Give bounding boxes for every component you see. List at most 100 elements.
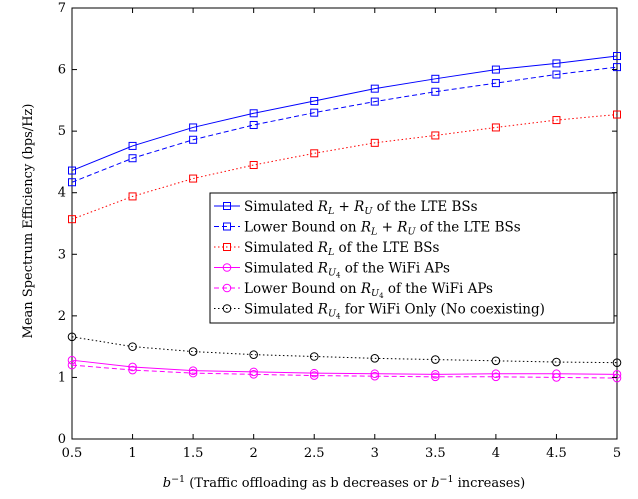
data-point <box>67 332 77 342</box>
data-point <box>370 138 379 147</box>
x-tick-label: 3 <box>371 446 379 461</box>
data-point <box>491 79 500 88</box>
data-point <box>188 366 198 375</box>
y-tick-label: 2 <box>58 309 66 324</box>
data-point <box>552 116 561 125</box>
data-point <box>613 63 621 72</box>
data-point <box>68 166 76 175</box>
data-point <box>370 369 380 379</box>
data-point <box>309 371 319 380</box>
y-tick-label: 7 <box>58 1 66 16</box>
series-line <box>71 66 618 183</box>
data-point <box>431 74 440 83</box>
legend-box <box>209 192 615 324</box>
data-point <box>128 365 137 375</box>
data-point <box>612 358 622 367</box>
legend-entry: Lower Bound on RU4​ of the WiFi APs <box>214 281 493 300</box>
x-tick-label: 3.5 <box>425 446 446 461</box>
data-point <box>128 141 137 150</box>
data-point <box>431 355 440 364</box>
legend-swatch-marker <box>223 202 231 210</box>
x-tick-label: 1.5 <box>183 446 204 461</box>
legend-swatch-marker <box>223 222 231 231</box>
legend-swatch-marker <box>223 243 231 251</box>
data-point <box>552 59 561 68</box>
data-point <box>310 149 319 158</box>
data-point <box>370 354 380 363</box>
series-line <box>71 336 618 364</box>
x-tick-label: 4.5 <box>546 446 567 461</box>
data-point <box>189 174 198 183</box>
data-point <box>552 357 561 367</box>
data-point <box>67 355 77 365</box>
series-line <box>71 364 618 379</box>
x-tick-label: 0.5 <box>62 446 83 461</box>
data-point <box>189 135 198 144</box>
y-tick-label: 6 <box>58 63 66 78</box>
data-point <box>249 350 258 359</box>
data-point <box>613 110 621 119</box>
data-point <box>491 65 500 74</box>
data-point <box>491 372 501 382</box>
data-point <box>431 131 440 140</box>
data-point <box>370 97 379 106</box>
plot-area <box>67 7 622 440</box>
legend-label: Lower Bound on RU4​ of the WiFi APs <box>244 281 493 300</box>
data-point <box>309 352 319 361</box>
legend-swatch-marker <box>222 283 232 293</box>
x-tick-label: 1 <box>128 446 136 461</box>
series-5 <box>67 360 622 383</box>
y-tick-label: 4 <box>58 186 66 201</box>
x-axis: 0.5 1 1.5 2 2.5 3 3.5 4 4.5 5 <box>62 8 621 461</box>
legend-entry: Simulated RU4​ for WiFi Only (No coexist… <box>214 302 545 321</box>
series-1 <box>68 52 621 175</box>
data-point <box>370 84 379 93</box>
data-point <box>612 370 622 379</box>
data-point <box>310 108 319 117</box>
data-point <box>128 342 137 351</box>
data-point <box>188 347 198 356</box>
y-tick-label: 5 <box>58 124 66 139</box>
data-point <box>128 362 137 372</box>
y-axis: 0 1 2 3 4 5 6 7 <box>58 1 617 447</box>
y-axis-label: Mean Spectrum Efficiency (bps/Hz) <box>21 104 36 339</box>
series-6 <box>67 332 622 367</box>
legend-entry: Simulated RU4​ of the WiFi APs <box>214 261 450 280</box>
x-tick-label: 2.5 <box>304 446 325 461</box>
plot-frame <box>71 7 618 440</box>
data-point <box>188 368 198 378</box>
legend-label: Lower Bound on RL​ + RU​ of the LTE BSs <box>244 220 521 238</box>
data-point <box>370 371 380 381</box>
x-tick-label: 2 <box>250 446 258 461</box>
legend: Simulated RL​ + RU​ of the LTE BSs Lower … <box>209 192 615 324</box>
data-point <box>612 373 622 383</box>
legend-label: Simulated RU4​ for WiFi Only (No coexist… <box>244 302 545 321</box>
y-tick-label: 0 <box>58 432 66 447</box>
data-point <box>68 178 76 187</box>
data-point <box>189 123 198 132</box>
x-tick-label: 5 <box>613 446 621 461</box>
data-point <box>491 356 501 366</box>
data-point <box>552 373 561 382</box>
data-point <box>249 120 258 129</box>
data-point <box>128 192 137 201</box>
data-point <box>431 372 440 382</box>
x-tick-label: 4 <box>492 446 500 461</box>
data-point <box>491 123 500 132</box>
legend-entry: Simulated RL​ of the LTE BSs <box>214 240 440 258</box>
series-3 <box>68 110 621 224</box>
data-point <box>249 370 258 379</box>
series-4 <box>67 355 622 379</box>
data-point <box>431 87 440 96</box>
legend-label: Simulated RL​ + RU​ of the LTE BSs <box>244 199 478 217</box>
data-point <box>613 52 621 61</box>
legend-entry: Lower Bound on RL​ + RU​ of the LTE BSs <box>214 220 521 238</box>
series-line <box>71 359 618 375</box>
data-point <box>68 215 76 224</box>
legend-entry: Simulated RL​ + RU​ of the LTE BSs <box>214 199 478 217</box>
legend-label: Simulated RU4​ of the WiFi APs <box>244 261 450 280</box>
data-point <box>67 360 77 370</box>
data-point <box>491 369 501 379</box>
series-line <box>71 114 618 220</box>
